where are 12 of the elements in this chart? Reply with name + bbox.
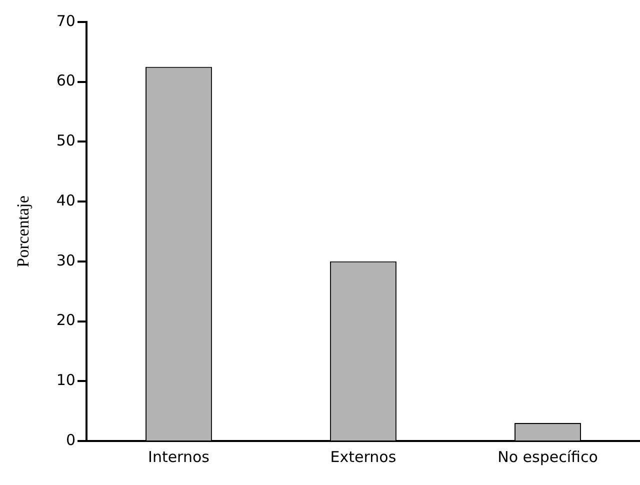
y-tick-label: 40: [56, 191, 76, 210]
y-axis-title: Porcentaje: [14, 196, 33, 268]
x-tick-label: Internos: [148, 448, 210, 466]
x-tick-label: Externos: [330, 448, 396, 466]
y-tick-label: 30: [56, 251, 76, 270]
y-tick-label: 0: [66, 430, 76, 449]
y-tick-label: 20: [56, 311, 76, 330]
y-tick-label: 70: [56, 12, 76, 30]
x-tick-label: No específico: [498, 448, 598, 466]
y-tick-label: 50: [56, 132, 76, 150]
y-tick-label: 10: [56, 371, 76, 390]
y-tick-label: 60: [56, 72, 76, 90]
